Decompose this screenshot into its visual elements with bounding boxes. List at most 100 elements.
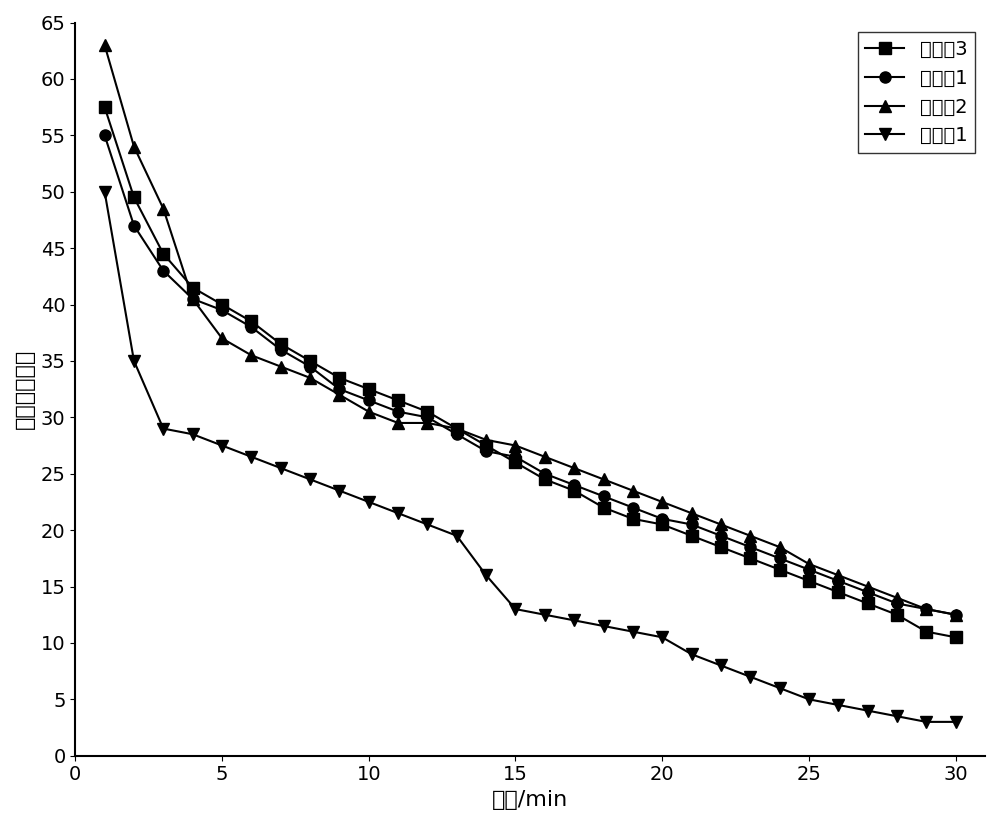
对比例1 bbox=[421, 520, 433, 530]
实施例2 bbox=[598, 474, 610, 484]
实施例3 bbox=[480, 441, 492, 450]
实施例3 bbox=[686, 530, 698, 540]
实施例1 bbox=[774, 554, 786, 563]
实施例1 bbox=[509, 452, 521, 462]
实施例1 bbox=[539, 469, 551, 478]
实施例2 bbox=[392, 418, 404, 428]
实施例1 bbox=[333, 384, 345, 394]
实施例1 bbox=[421, 412, 433, 422]
实施例3 bbox=[744, 554, 756, 563]
实施例1 bbox=[128, 220, 140, 230]
实施例1 bbox=[862, 587, 874, 597]
实施例1 bbox=[598, 492, 610, 502]
实施例1 bbox=[451, 429, 463, 439]
实施例2 bbox=[627, 486, 639, 496]
实施例2 bbox=[421, 418, 433, 428]
实施例2 bbox=[891, 593, 903, 603]
实施例1 bbox=[715, 530, 727, 540]
Line: 对比例1: 对比例1 bbox=[99, 186, 961, 728]
实施例2 bbox=[275, 361, 287, 371]
实施例1 bbox=[275, 345, 287, 355]
实施例2 bbox=[803, 559, 815, 569]
实施例3 bbox=[363, 384, 375, 394]
对比例1 bbox=[333, 486, 345, 496]
对比例1 bbox=[480, 570, 492, 580]
实施例2 bbox=[656, 497, 668, 507]
实施例1 bbox=[363, 395, 375, 405]
实施例3 bbox=[451, 424, 463, 434]
实施例2 bbox=[216, 333, 228, 343]
实施例3 bbox=[304, 356, 316, 365]
实施例1 bbox=[803, 564, 815, 574]
对比例1 bbox=[744, 672, 756, 681]
实施例2 bbox=[363, 407, 375, 417]
实施例1 bbox=[891, 598, 903, 608]
对比例1 bbox=[598, 621, 610, 631]
对比例1 bbox=[862, 705, 874, 715]
对比例1 bbox=[304, 474, 316, 484]
实施例1 bbox=[744, 542, 756, 552]
实施例3 bbox=[216, 299, 228, 309]
实施例2 bbox=[686, 508, 698, 518]
实施例2 bbox=[568, 463, 580, 473]
实施例1 bbox=[187, 294, 199, 304]
实施例3 bbox=[832, 587, 844, 597]
对比例1 bbox=[157, 424, 169, 434]
实施例3 bbox=[891, 610, 903, 620]
实施例2 bbox=[304, 373, 316, 383]
Line: 实施例2: 实施例2 bbox=[99, 40, 961, 620]
实施例2 bbox=[451, 424, 463, 434]
实施例3 bbox=[333, 373, 345, 383]
对比例1 bbox=[774, 683, 786, 693]
实施例2 bbox=[187, 294, 199, 304]
实施例3 bbox=[862, 598, 874, 608]
对比例1 bbox=[715, 661, 727, 671]
实施例2 bbox=[128, 142, 140, 152]
对比例1 bbox=[832, 700, 844, 710]
Y-axis label: 甲烷转化率％: 甲烷转化率％ bbox=[15, 349, 35, 429]
实施例3 bbox=[157, 249, 169, 259]
实施例3 bbox=[598, 502, 610, 512]
实施例3 bbox=[920, 627, 932, 637]
对比例1 bbox=[686, 649, 698, 659]
实施例3 bbox=[275, 339, 287, 349]
实施例1 bbox=[216, 305, 228, 315]
对比例1 bbox=[187, 429, 199, 439]
实施例1 bbox=[686, 520, 698, 530]
对比例1 bbox=[128, 356, 140, 365]
实施例2 bbox=[715, 520, 727, 530]
实施例1 bbox=[920, 604, 932, 614]
实施例2 bbox=[832, 570, 844, 580]
实施例2 bbox=[480, 435, 492, 445]
实施例1 bbox=[157, 266, 169, 276]
实施例3 bbox=[950, 632, 962, 642]
实施例3 bbox=[187, 283, 199, 293]
实施例2 bbox=[99, 40, 111, 50]
实施例3 bbox=[715, 542, 727, 552]
实施例1 bbox=[392, 407, 404, 417]
对比例1 bbox=[539, 610, 551, 620]
实施例3 bbox=[774, 564, 786, 574]
对比例1 bbox=[568, 615, 580, 625]
X-axis label: 时间/min: 时间/min bbox=[492, 790, 568, 810]
对比例1 bbox=[216, 441, 228, 450]
实施例2 bbox=[245, 351, 257, 361]
实施例2 bbox=[333, 389, 345, 399]
实施例2 bbox=[920, 604, 932, 614]
实施例1 bbox=[245, 322, 257, 332]
实施例1 bbox=[656, 514, 668, 524]
实施例1 bbox=[480, 446, 492, 456]
对比例1 bbox=[99, 186, 111, 196]
实施例3 bbox=[803, 576, 815, 586]
实施例2 bbox=[157, 204, 169, 214]
实施例1 bbox=[568, 480, 580, 490]
对比例1 bbox=[392, 508, 404, 518]
对比例1 bbox=[627, 627, 639, 637]
实施例1 bbox=[832, 576, 844, 586]
实施例2 bbox=[774, 542, 786, 552]
对比例1 bbox=[891, 711, 903, 721]
对比例1 bbox=[245, 452, 257, 462]
对比例1 bbox=[803, 695, 815, 705]
实施例3 bbox=[392, 395, 404, 405]
对比例1 bbox=[950, 717, 962, 727]
